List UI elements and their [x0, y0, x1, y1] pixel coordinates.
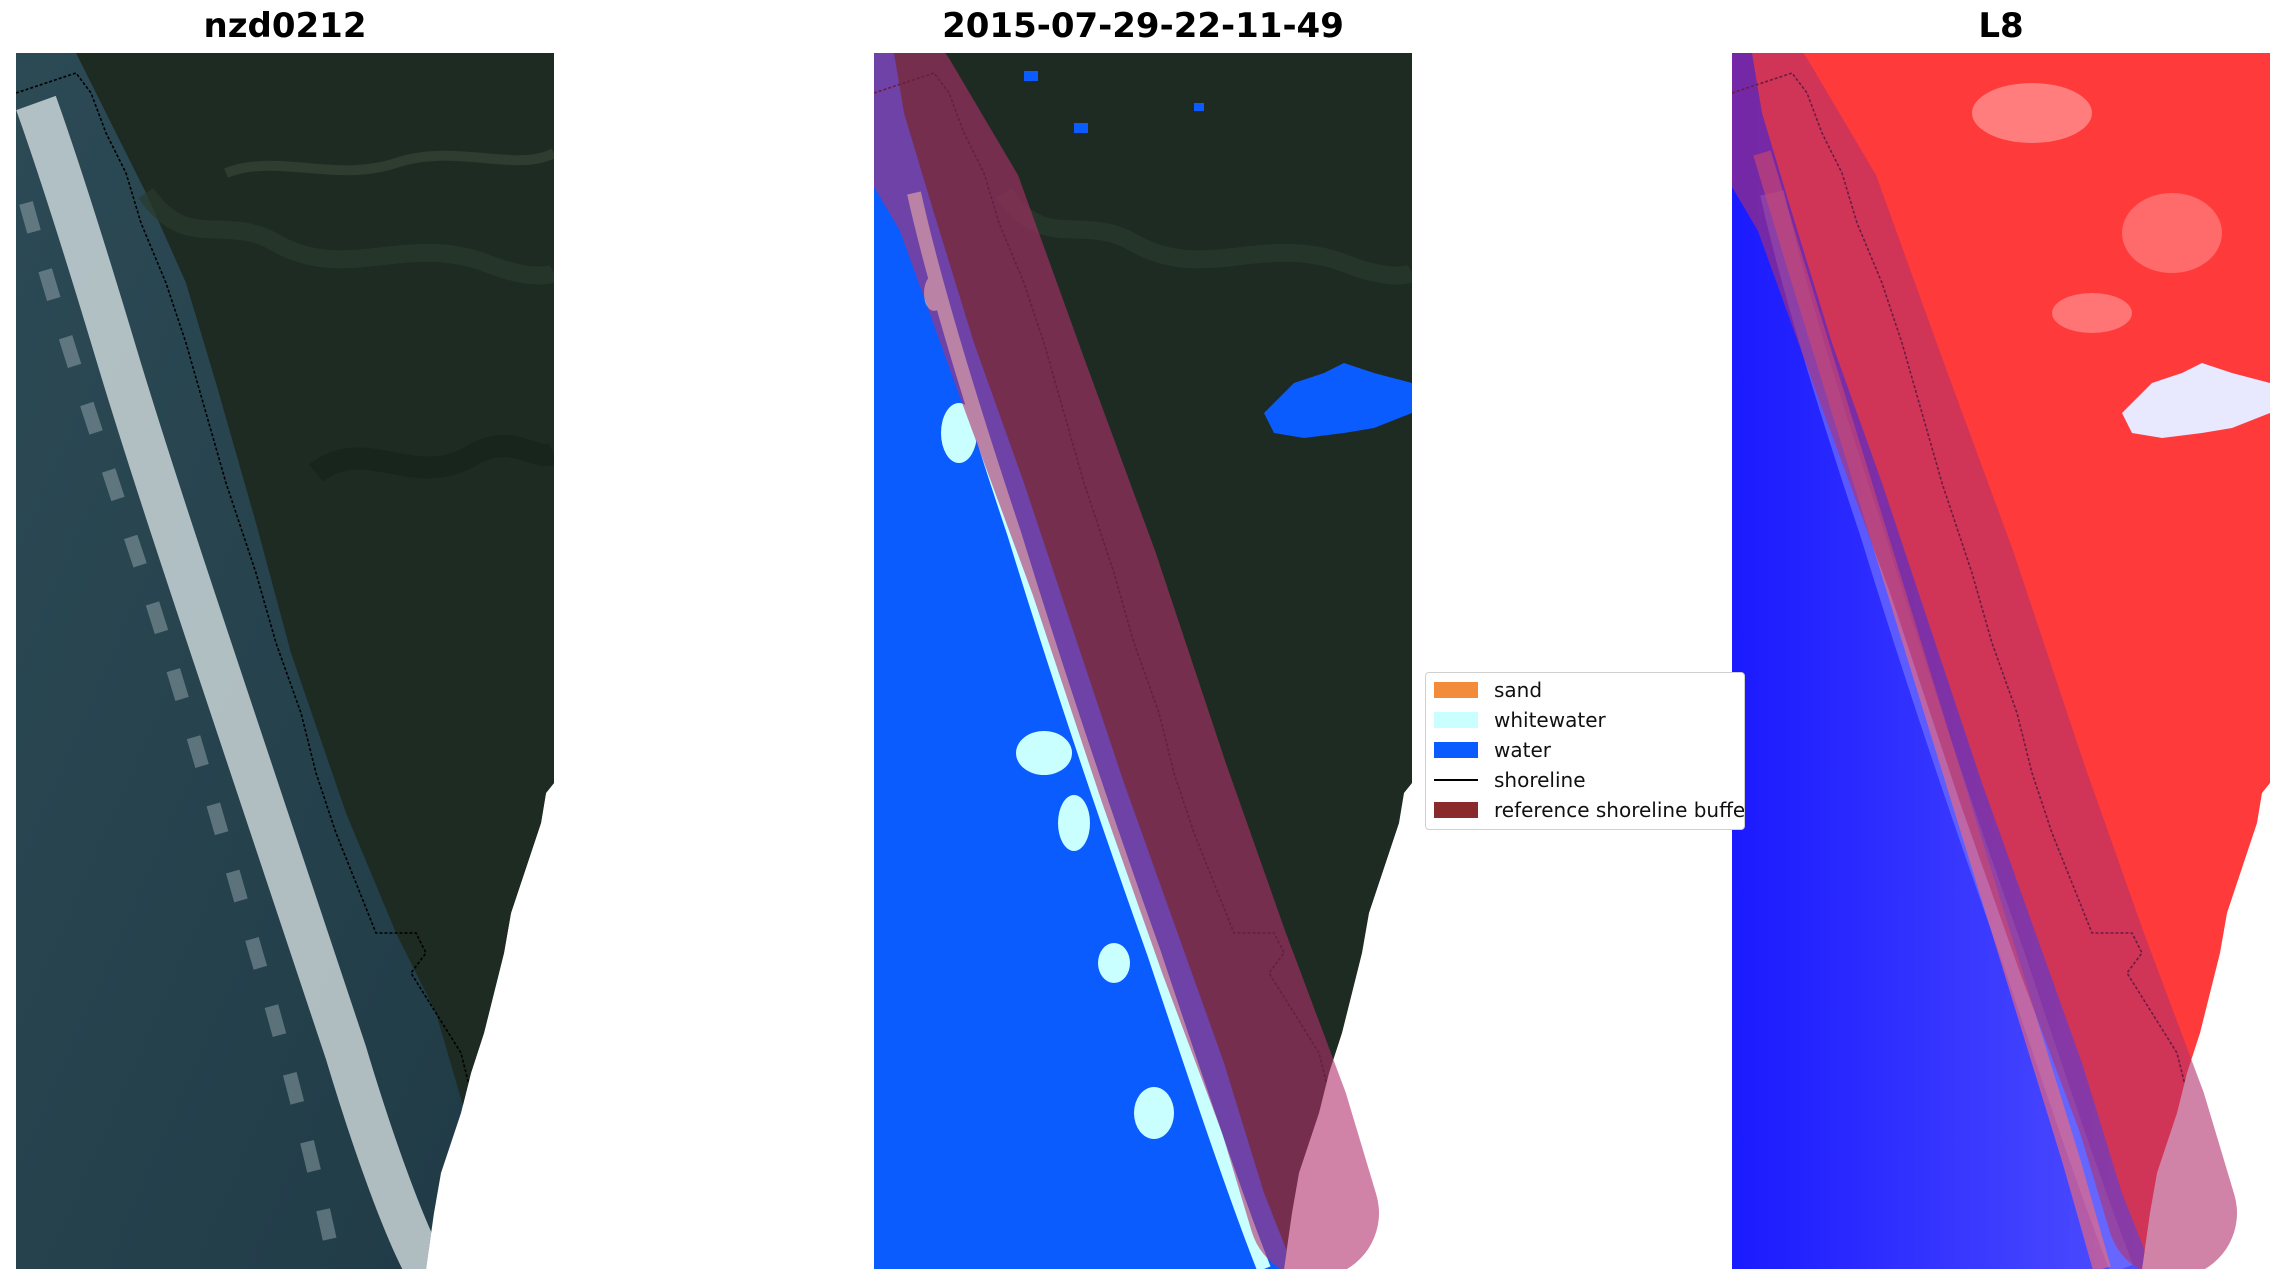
legend-item-shoreline: shoreline [1434, 767, 1586, 793]
reference-buffer [874, 53, 1379, 1269]
panel-title-rgb: nzd0212 [203, 6, 367, 46]
shoreline [16, 72, 472, 1174]
legend-item-buffer: reference shoreline buffer [1434, 797, 1745, 823]
index-image-panel [1732, 53, 2270, 1269]
water-swatch [1434, 742, 1478, 758]
legend-item-whitewater: whitewater [1434, 707, 1606, 733]
rgb-image-panel [16, 53, 554, 1269]
panel-title-classified: 2015-07-29-22-11-49 [942, 6, 1344, 46]
surf-zone [16, 95, 445, 1269]
legend-item-water: water [1434, 737, 1551, 763]
inland-water-index [2122, 363, 2270, 438]
legend: sand whitewater water shoreline referenc… [1425, 672, 1745, 830]
whitewater-swatch [1434, 712, 1478, 728]
sand-swatch [1434, 682, 1478, 698]
classified-image-panel [874, 53, 1412, 1269]
buffer-swatch [1434, 802, 1478, 818]
legend-label-sand: sand [1494, 678, 1543, 702]
legend-label-buffer: reference shoreline buffer [1494, 798, 1745, 822]
land-area [76, 53, 554, 1269]
legend-item-sand: sand [1434, 677, 1542, 703]
legend-label-whitewater: whitewater [1494, 708, 1606, 732]
shoreline-swatch [1434, 779, 1478, 781]
inland-water [1264, 363, 1412, 438]
legend-label-shoreline: shoreline [1494, 768, 1586, 792]
panel-title-index: L8 [1978, 6, 2024, 46]
reference-buffer [1732, 53, 2237, 1269]
legend-label-water: water [1494, 738, 1551, 762]
